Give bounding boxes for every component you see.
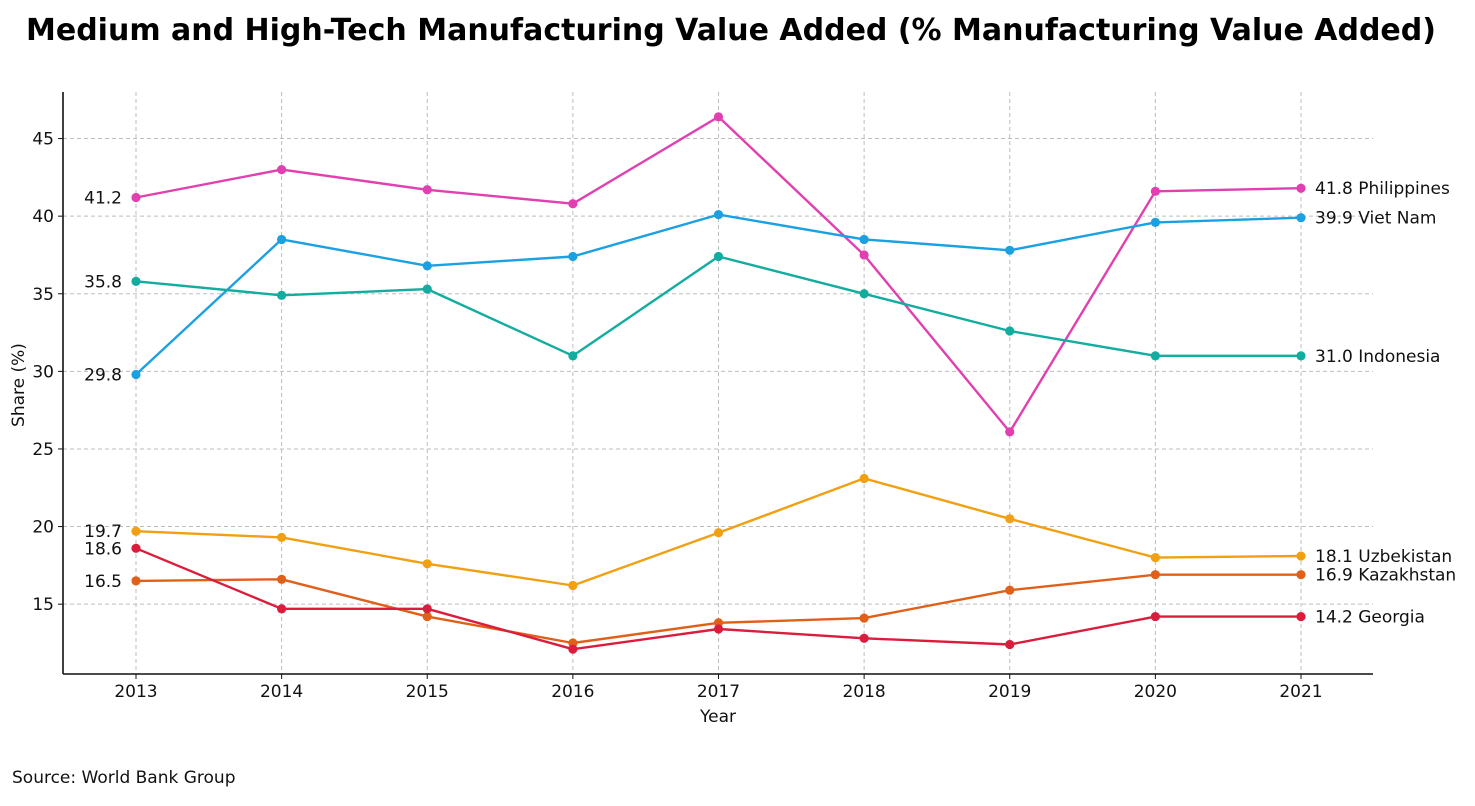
data-point-uzbekistan	[859, 473, 869, 484]
data-point-kazakhstan	[131, 576, 141, 586]
y-tick-label: 25	[32, 440, 54, 460]
x-tick-label: 2015	[406, 682, 449, 702]
data-point-uzbekistan	[568, 580, 578, 591]
data-point-philippines	[713, 112, 724, 122]
x-axis-label: Year	[699, 707, 736, 727]
axes: 2013 2014 2015 2016 2017 2018 2019 2020 2021 15 20…	[32, 92, 1373, 702]
data-point-viet-nam	[1296, 213, 1306, 223]
y-tick-label: 45	[32, 130, 54, 150]
data-point-viet-nam	[1005, 245, 1015, 255]
y-tick-label: 15	[32, 595, 54, 615]
data-point-kazakhstan	[1005, 585, 1015, 595]
data-point-georgia	[568, 644, 578, 654]
data-point-viet-nam	[859, 234, 869, 245]
start-value-label-uzbekistan: 19.7	[84, 522, 122, 542]
data-point-indonesia	[277, 290, 287, 300]
data-point-kazakhstan	[1296, 570, 1306, 580]
data-point-philippines	[422, 185, 432, 195]
data-point-philippines	[131, 192, 141, 203]
start-value-label-kazakhstan: 16.5	[84, 572, 122, 592]
end-value-label-philippines: 41.8 Philippines	[1315, 179, 1450, 199]
x-tick-label: 2014	[260, 682, 303, 702]
x-tick-label: 2017	[697, 682, 740, 702]
grid-lines	[63, 92, 1373, 674]
data-point-uzbekistan	[277, 532, 287, 543]
data-point-georgia	[131, 543, 141, 553]
data-point-philippines	[568, 199, 578, 209]
data-point-kazakhstan	[277, 574, 287, 584]
y-tick-label: 35	[32, 285, 54, 305]
source-note: Source: World Bank Group	[12, 768, 236, 788]
data-labels: 41.2 41.8 Philippines 29.8 39.9 Viet Nam 35.…	[84, 179, 1456, 627]
data-point-indonesia	[422, 284, 432, 294]
data-point-georgia	[859, 633, 869, 643]
data-point-philippines	[859, 250, 869, 260]
data-point-indonesia	[859, 289, 869, 299]
data-point-indonesia	[713, 251, 724, 262]
data-point-viet-nam	[277, 234, 287, 245]
data-point-viet-nam	[131, 369, 141, 380]
data-point-viet-nam	[713, 210, 724, 220]
data-point-kazakhstan	[422, 611, 432, 622]
data-point-georgia	[1150, 611, 1160, 622]
start-value-label-viet-nam: 29.8	[84, 365, 122, 385]
end-value-label-georgia: 14.2 Georgia	[1315, 608, 1425, 628]
data-point-georgia	[277, 604, 287, 614]
data-point-philippines	[1296, 183, 1306, 193]
x-tick-label: 2020	[1134, 682, 1177, 702]
data-point-georgia	[713, 624, 724, 634]
data-point-viet-nam	[1150, 217, 1160, 227]
data-point-uzbekistan	[1150, 553, 1160, 563]
x-tick-label: 2016	[551, 682, 594, 702]
data-point-indonesia	[1005, 326, 1015, 336]
series-lines	[131, 112, 1306, 654]
end-value-label-kazakhstan: 16.9 Kazakhstan	[1315, 566, 1456, 586]
y-axis-label: Share (%)	[9, 343, 29, 427]
data-point-viet-nam	[568, 251, 578, 262]
data-point-uzbekistan	[422, 559, 432, 569]
y-tick-label: 40	[32, 207, 54, 227]
data-point-uzbekistan	[131, 526, 141, 536]
x-tick-label: 2021	[1279, 682, 1322, 702]
data-point-philippines	[277, 165, 287, 175]
data-point-indonesia	[1150, 351, 1160, 361]
start-value-label-philippines: 41.2	[84, 189, 122, 209]
data-point-uzbekistan	[1005, 514, 1015, 524]
data-point-indonesia	[568, 351, 578, 361]
x-tick-label: 2013	[114, 682, 157, 702]
data-point-georgia	[1296, 611, 1306, 622]
end-value-label-indonesia: 31.0 Indonesia	[1315, 347, 1440, 367]
x-tick-label: 2019	[988, 682, 1031, 702]
y-tick-label: 30	[32, 362, 54, 382]
data-point-kazakhstan	[1150, 570, 1160, 580]
data-point-viet-nam	[422, 261, 432, 271]
data-point-indonesia	[1296, 351, 1306, 361]
end-value-label-uzbekistan: 18.1 Uzbekistan	[1315, 547, 1452, 567]
data-point-georgia	[1005, 639, 1015, 650]
y-tick-label: 20	[32, 518, 54, 538]
data-point-georgia	[422, 604, 432, 614]
data-point-philippines	[1005, 427, 1015, 437]
x-tick-label: 2018	[842, 682, 885, 702]
start-value-label-georgia: 18.6	[84, 539, 122, 559]
data-point-uzbekistan	[713, 528, 724, 538]
chart-title: Medium and High-Tech Manufacturing Value…	[26, 13, 1436, 48]
data-point-indonesia	[131, 276, 141, 286]
data-point-philippines	[1150, 186, 1160, 196]
data-point-kazakhstan	[859, 613, 869, 623]
end-value-label-viet-nam: 39.9 Viet Nam	[1315, 209, 1436, 229]
data-point-uzbekistan	[1296, 551, 1306, 561]
start-value-label-indonesia: 35.8	[84, 272, 122, 292]
